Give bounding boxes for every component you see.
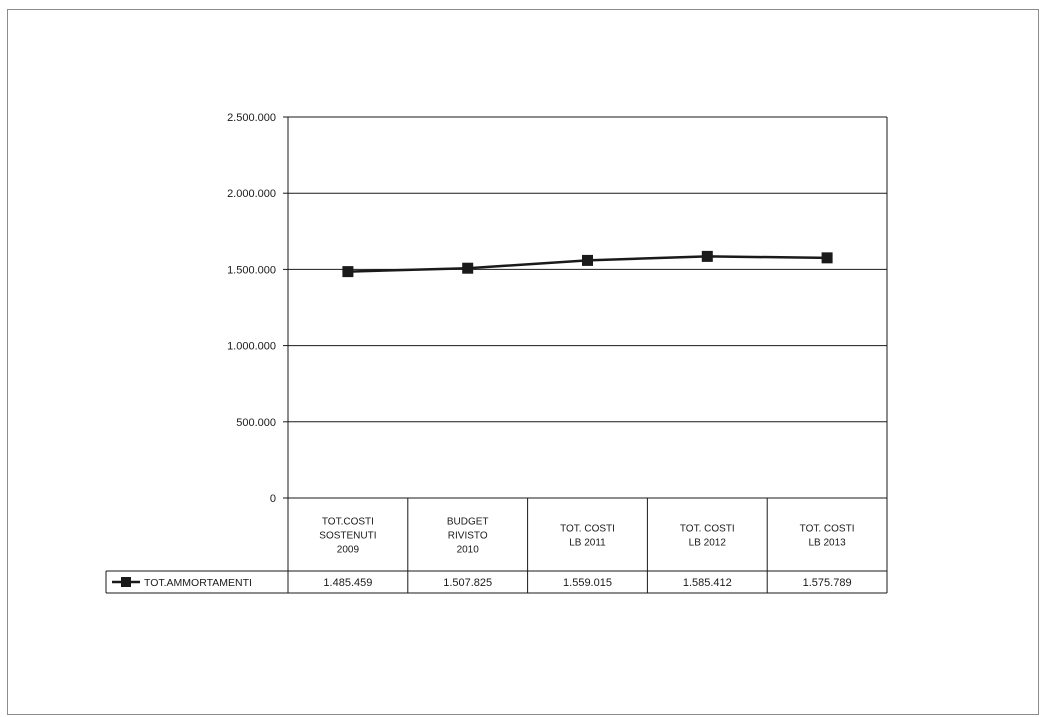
data-point [342, 266, 354, 278]
y-tick-label: 0 [270, 493, 276, 505]
data-point [821, 252, 833, 264]
data-point [462, 262, 474, 274]
y-tick-label: 2.000.000 [227, 188, 276, 200]
category-label: BUDGET RIVISTO 2010 [447, 517, 489, 556]
table-value: 1.559.015 [563, 577, 612, 589]
y-tick-label: 1.500.000 [227, 264, 276, 276]
category-label: TOT. COSTI LB 2012 [680, 524, 735, 549]
series-layer [342, 250, 833, 278]
data-point [582, 254, 593, 266]
chart-page: 0 500.000 1.000.000 1.500.000 2.000.000 2.500… [7, 9, 1039, 715]
y-tick-label: 1.000.000 [227, 341, 276, 353]
y-axis: 0 500.000 1.000.000 1.500.000 2.000.000 2.500… [227, 112, 888, 593]
legend-label: TOT.AMMORTAMENTI [144, 577, 252, 589]
table-value: 1.585.412 [683, 577, 732, 589]
gridlines [288, 116, 887, 499]
data-point [701, 250, 713, 262]
table-value: 1.575.789 [803, 577, 852, 589]
y-tick-label: 500.000 [236, 417, 276, 429]
y-tick-label: 2.500.000 [227, 112, 276, 124]
table-value: 1.507.825 [443, 577, 492, 589]
line-chart: 0 500.000 1.000.000 1.500.000 2.000.000 2.500… [105, 112, 888, 594]
table-value: 1.485.459 [323, 577, 372, 589]
data-table: TOT.COSTI SOSTENUTI 2009 BUDGET RIVISTO 2010 T… [105, 498, 887, 594]
legend-marker [121, 577, 131, 587]
category-label: TOT. COSTI LB 2011 [560, 524, 615, 549]
category-label: TOT.COSTI SOSTENUTI 2009 [319, 517, 376, 556]
category-label: TOT. COSTI LB 2013 [800, 524, 855, 549]
